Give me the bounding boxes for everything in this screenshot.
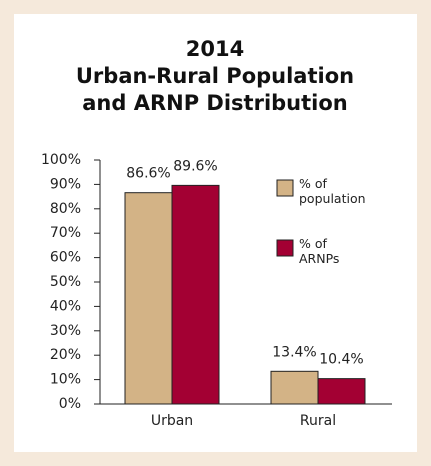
legend-label: % of population — [299, 176, 366, 206]
y-tick-label: 30% — [50, 323, 81, 339]
y-tick-label: 70% — [50, 225, 81, 241]
chart-title: Urban-Rural Population — [76, 64, 354, 88]
legend-swatch — [276, 179, 294, 197]
bar — [270, 370, 319, 405]
y-tick-label: 100% — [41, 152, 81, 168]
y-tick-label: 50% — [50, 274, 81, 290]
y-tick-label: 80% — [50, 201, 81, 217]
legend-label: % of ARNPs — [299, 236, 340, 266]
chart-title: and ARNP Distribution — [82, 91, 347, 115]
legend-swatch — [276, 239, 294, 257]
y-tick-label: 40% — [50, 298, 81, 314]
x-tick-label: Rural — [300, 413, 336, 429]
y-tick-label: 20% — [50, 347, 81, 363]
y-tick-label: 0% — [59, 396, 81, 412]
data-label: 10.4% — [319, 352, 363, 368]
chart-title: 2014 — [186, 37, 244, 61]
data-label: 13.4% — [272, 344, 316, 360]
bar — [171, 184, 220, 405]
y-tick-label: 90% — [50, 176, 81, 192]
bar — [317, 378, 366, 405]
y-tick-label: 60% — [50, 250, 81, 266]
y-tick-label: 10% — [50, 372, 81, 388]
data-label: 86.6% — [126, 166, 170, 182]
data-label: 89.6% — [173, 158, 217, 174]
x-tick-label: Urban — [151, 413, 193, 429]
bar — [124, 192, 173, 405]
